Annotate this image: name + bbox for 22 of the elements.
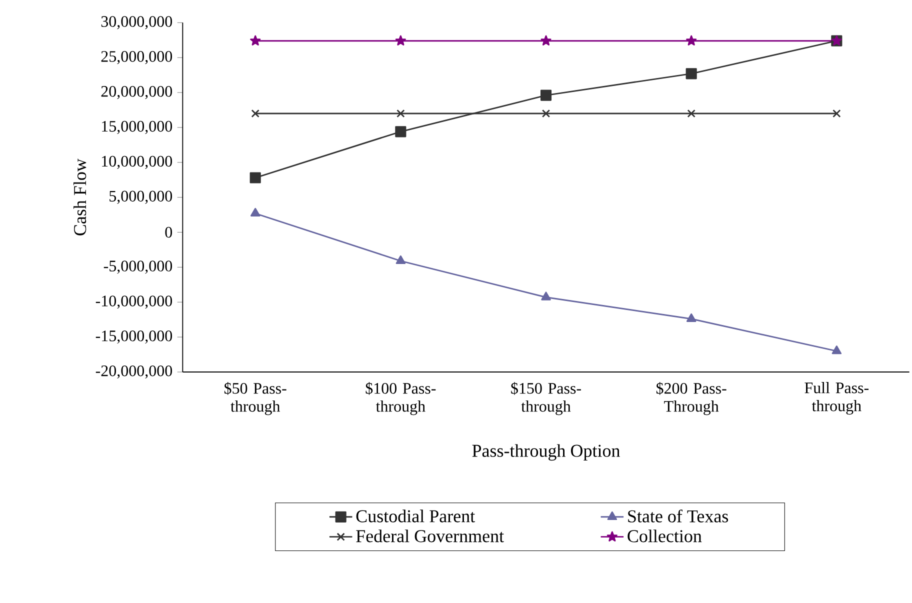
legend-label: State of Texas (628, 510, 728, 523)
x-tick-label: $50 Pass-through (224, 382, 286, 416)
y-tick-label: 10,000,000 (102, 156, 172, 170)
x-axis-title: Pass-through Option (472, 444, 620, 461)
y-tick-label: 15,000,000 (102, 121, 172, 134)
x-tick-label: $100 Pass-through (366, 382, 436, 416)
y-axis-title: Cash Flow (73, 158, 86, 236)
y-tick-label: -5,000,000 (104, 260, 172, 274)
legend-label: Collection (628, 530, 702, 542)
y-tick-label: 20,000,000 (101, 86, 172, 100)
legend-label: Custodial Parent (356, 510, 475, 522)
x-tick-label: $200 Pass-Through (656, 382, 726, 416)
y-tick-label: -10,000,000 (96, 296, 172, 309)
x-tick-label: Full Pass-through (804, 382, 869, 415)
y-tick-label: 5,000,000 (110, 190, 172, 204)
y-tick-label: -20,000,000 (96, 366, 172, 379)
x-tick-label: $150 Pass-through (511, 382, 581, 416)
y-tick-label: 30,000,000 (101, 16, 172, 30)
y-tick-label: 0 (165, 227, 172, 238)
y-tick-label: -15,000,000 (96, 330, 172, 344)
y-tick-label: 25,000,000 (101, 51, 172, 64)
legend-label: Federal Government (356, 530, 504, 542)
